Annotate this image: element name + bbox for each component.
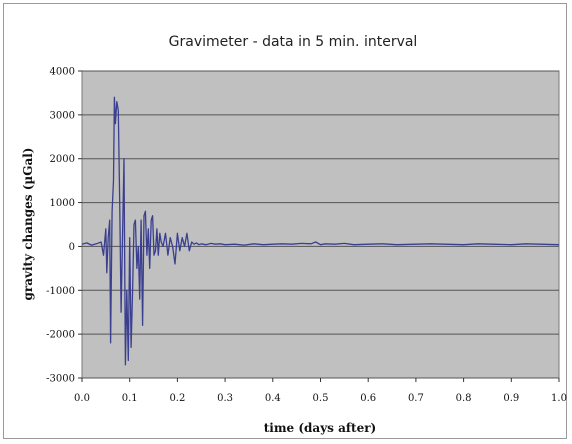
y-tick-labels: 4000 3000 2000 1000 0 -1000 -2000 -3000 xyxy=(46,67,82,385)
x-tick-labels: 0.0 0.1 0.2 0.3 0.4 0.5 0.6 0.7 0.8 0.9 1.0 xyxy=(74,378,567,404)
x-tick-label: 0.5 xyxy=(313,393,329,404)
y-tick-label: 0 xyxy=(69,242,75,253)
y-axis-label: gravity changes (µGal) xyxy=(21,148,35,301)
plot-area xyxy=(81,70,560,379)
x-tick-label: 0.2 xyxy=(169,393,185,404)
grid-lines xyxy=(82,70,559,379)
x-tick-label: 0.7 xyxy=(408,393,424,404)
y-tick-label: -3000 xyxy=(46,374,75,385)
chart-area: Gravimeter - data in 5 min. interval 400… xyxy=(3,3,567,439)
x-tick-label: 0.4 xyxy=(265,393,281,404)
x-tick-label: 0.9 xyxy=(503,393,519,404)
series-line xyxy=(81,96,560,366)
x-tick-label: 0.1 xyxy=(122,393,138,404)
x-tick-label: 0.3 xyxy=(217,393,233,404)
y-tick-label: -1000 xyxy=(46,286,75,297)
x-tick-label: 0.8 xyxy=(456,393,472,404)
x-axis-label: time (days after) xyxy=(264,421,376,435)
gravimeter-chart: Gravimeter - data in 5 min. interval 400… xyxy=(21,34,567,435)
y-tick-label: 1000 xyxy=(50,198,75,209)
x-tick-label: 0.0 xyxy=(74,393,90,404)
y-tick-label: 4000 xyxy=(50,67,75,78)
chart-title: Gravimeter - data in 5 min. interval xyxy=(169,34,418,50)
x-tick-label: 1.0 xyxy=(551,393,567,404)
y-tick-label: 3000 xyxy=(50,110,75,121)
series-layer xyxy=(81,96,560,366)
y-tick-label: 2000 xyxy=(50,154,75,165)
y-tick-label: -2000 xyxy=(46,330,75,341)
x-tick-label: 0.6 xyxy=(360,393,376,404)
